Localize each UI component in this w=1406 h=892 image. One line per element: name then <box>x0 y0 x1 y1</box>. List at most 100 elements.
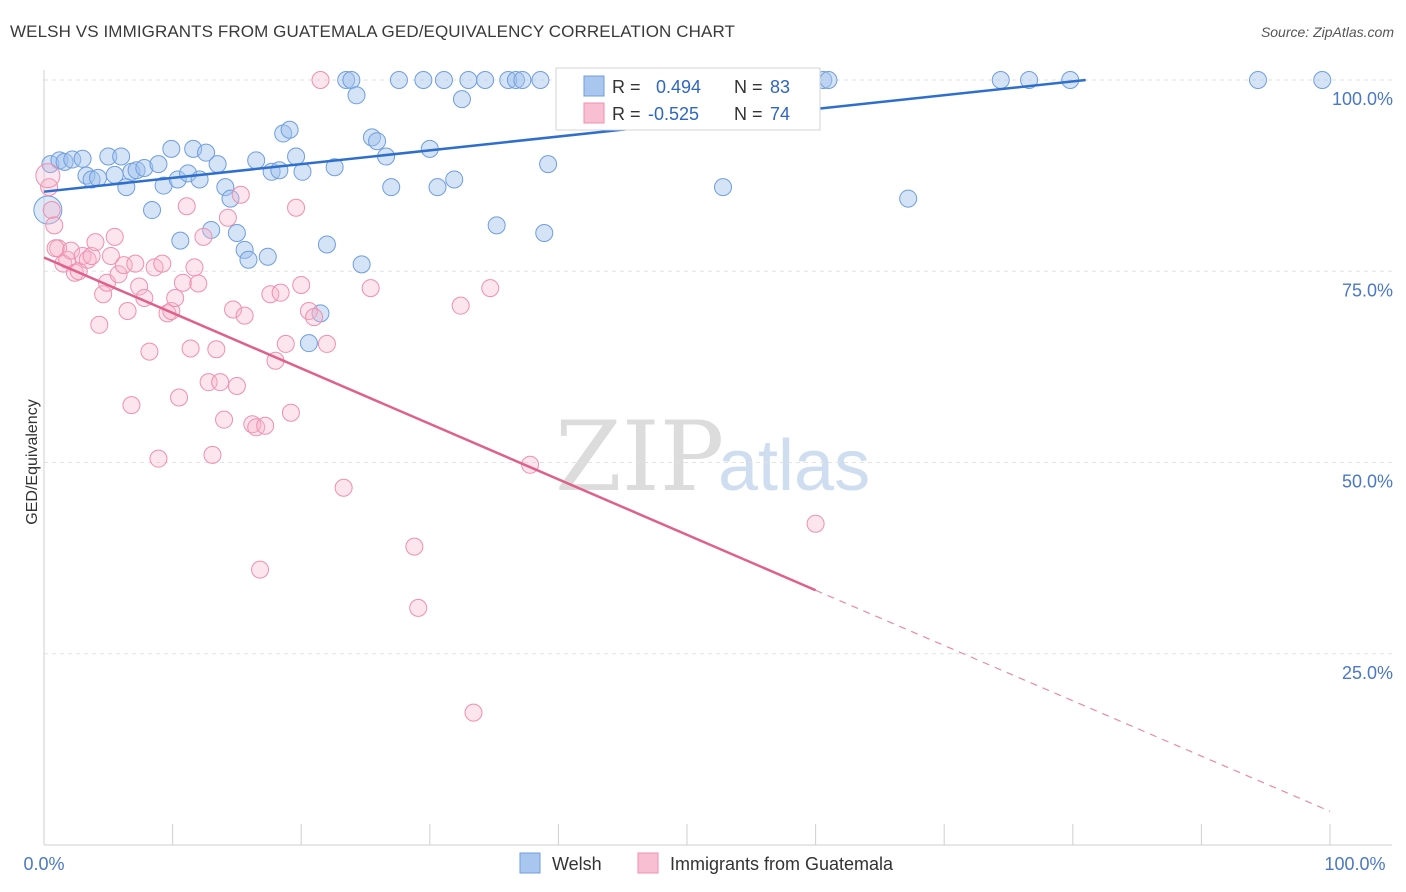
guatemala-point-11 <box>82 246 101 265</box>
welsh-point-62 <box>499 71 518 89</box>
welsh-point-31 <box>239 250 258 269</box>
series-legend: Welsh Immigrants from Guatemala <box>519 852 894 874</box>
guatemala-point-19 <box>114 256 133 275</box>
guatemala-point-57 <box>281 403 300 422</box>
legend-r-value-2: -0.525 <box>648 104 699 124</box>
guatemala-point-62 <box>311 71 330 89</box>
welsh-point-65 <box>531 71 550 89</box>
guatemala-point-37 <box>189 274 208 293</box>
guatemala-point-17 <box>105 227 124 246</box>
welsh-point-24 <box>197 143 216 162</box>
y-tick-label-50: 50.0% <box>1342 472 1393 492</box>
legend-n-value-1: 83 <box>770 77 790 97</box>
welsh-point-49 <box>368 132 387 151</box>
guatemala-point-28 <box>153 254 172 273</box>
welsh-point-76 <box>899 189 918 208</box>
welsh-point-47 <box>352 255 371 274</box>
guatemala-point-22 <box>126 254 145 273</box>
legend-swatch-pink <box>583 102 605 124</box>
guatemala-point-20 <box>118 302 137 321</box>
guatemala-point-42 <box>211 373 230 392</box>
welsh-point-4 <box>73 149 92 168</box>
welsh-point-20 <box>171 231 190 250</box>
guatemala-point-48 <box>235 306 254 325</box>
welsh-point-72 <box>714 178 733 197</box>
welsh-point-46 <box>347 86 366 105</box>
guatemala-point-34 <box>177 197 196 216</box>
chart-title: WELSH VS IMMIGRANTS FROM GUATEMALA GED/E… <box>10 22 735 41</box>
guatemala-point-23 <box>130 277 149 296</box>
legend-welsh-swatch <box>519 852 541 874</box>
guatemala-point-33 <box>173 273 192 292</box>
guatemala-point-36 <box>185 258 204 277</box>
welsh-point-59 <box>459 71 478 89</box>
welsh-point-42 <box>317 235 336 254</box>
welsh-point-33 <box>258 247 277 266</box>
welsh-point-45 <box>342 71 361 89</box>
welsh-point-51 <box>382 178 401 197</box>
welsh-point-18 <box>162 139 181 158</box>
watermark-atlas: atlas <box>718 426 870 506</box>
source-label: Source: ZipAtlas.com <box>1260 24 1394 40</box>
guatemala-trend-line <box>43 256 817 592</box>
welsh-point-56 <box>434 71 453 89</box>
guatemala-point-41 <box>207 340 226 359</box>
guatemala-point-47 <box>231 185 250 204</box>
guatemala-point-59 <box>292 276 311 295</box>
guatemala-point-27 <box>149 449 168 468</box>
guatemala-point-14 <box>94 285 113 304</box>
welsh-point-25 <box>202 220 221 239</box>
welsh-point-29 <box>227 224 246 242</box>
y-tick-labels: 100.0% 75.0% 50.0% 25.0% <box>1332 89 1393 683</box>
welsh-point-40 <box>299 334 318 353</box>
guatemala-trend-extension <box>815 589 1331 812</box>
guatemala-point-51 <box>251 560 270 579</box>
welsh-point-61 <box>487 216 506 235</box>
legend-n-label-2: N = <box>734 104 763 124</box>
welsh-point-3 <box>63 150 82 169</box>
welsh-point-35 <box>270 161 289 180</box>
welsh-point-15 <box>143 201 162 220</box>
legend-n-value-2: 74 <box>770 104 790 124</box>
guatemala-point-18 <box>109 265 128 284</box>
legend-guatemala-swatch <box>637 852 659 874</box>
stats-legend: R = 0.494 N = 83 R = -0.525 N = 74 <box>555 67 821 131</box>
legend-r-label-1: R = <box>612 77 641 97</box>
welsh-point-8 <box>99 147 118 166</box>
welsh-point-55 <box>428 178 447 197</box>
guatemala-point-35 <box>181 339 200 358</box>
welsh-point-75 <box>819 71 838 89</box>
welsh-point-77 <box>991 71 1010 89</box>
grid-lines <box>44 79 1392 655</box>
guatemala-point-63 <box>317 334 336 353</box>
welsh-point-58 <box>452 90 471 109</box>
y-tick-label-75: 75.0% <box>1342 280 1393 300</box>
guatemala-point-21 <box>122 396 141 415</box>
welsh-point-80 <box>1248 71 1267 89</box>
welsh-point-32 <box>247 151 266 170</box>
legend-r-label-2: R = <box>612 104 641 124</box>
welsh-point-14 <box>135 158 154 177</box>
welsh-point-44 <box>337 71 356 89</box>
welsh-point-16 <box>149 155 168 174</box>
guatemala-point-67 <box>409 598 428 617</box>
welsh-point-52 <box>389 71 408 89</box>
watermark-zip: ZIP <box>555 401 724 513</box>
guatemala-point-6 <box>62 241 81 260</box>
y-tick-label-25: 25.0% <box>1342 663 1393 683</box>
guatemala-point-31 <box>166 289 185 308</box>
welsh-point-10 <box>112 147 131 166</box>
guatemala-point-58 <box>287 198 306 217</box>
welsh-point-78 <box>1020 71 1039 89</box>
guatemala-points <box>35 71 825 722</box>
guatemala-point-25 <box>140 342 159 361</box>
guatemala-point-45 <box>224 300 243 319</box>
guatemala-point-50 <box>247 418 266 437</box>
guatemala-point-60 <box>299 302 318 321</box>
welsh-point-43 <box>325 158 344 177</box>
legend-n-label-1: N = <box>734 77 763 97</box>
guatemala-point-68 <box>451 296 470 315</box>
guatemala-point-66 <box>405 537 424 556</box>
x-tick-label-min: 0.0% <box>23 854 64 874</box>
